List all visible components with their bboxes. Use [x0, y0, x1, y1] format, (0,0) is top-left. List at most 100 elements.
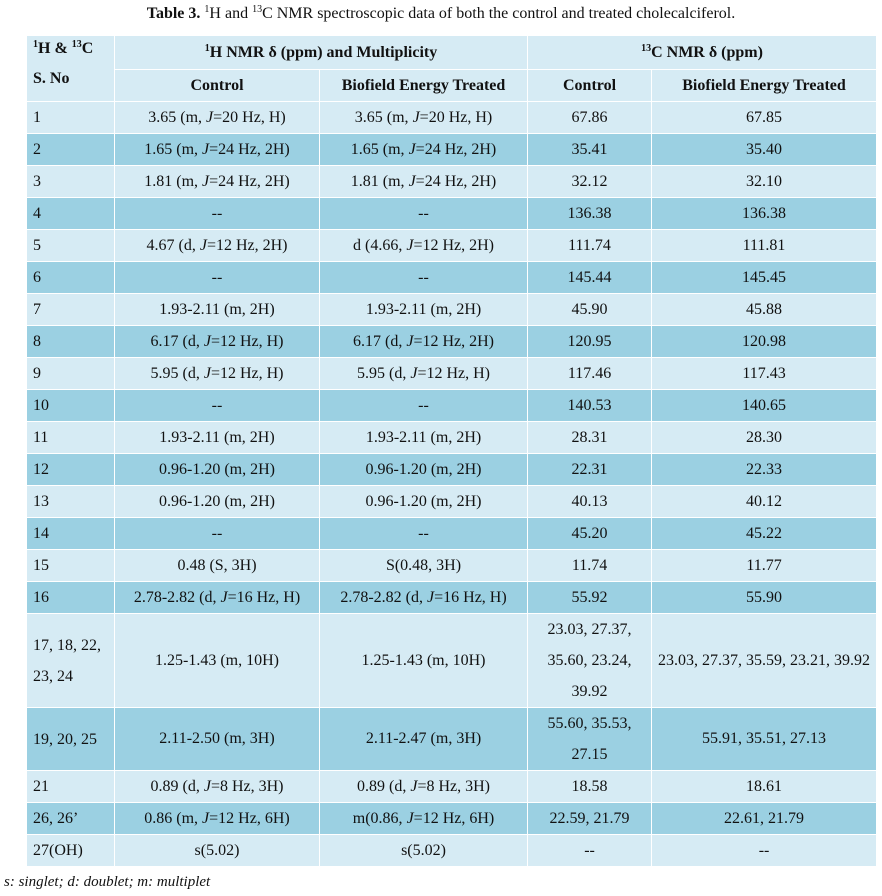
cell-no: 26, 26’	[26, 802, 115, 835]
table-row: 6 -- -- 145.44 145.45	[26, 261, 878, 294]
cell-h-ctrl: 4.67 (d, J=12 Hz, 2H)	[114, 229, 320, 262]
caption-label: Table 3.	[146, 5, 201, 22]
cell-no: 8	[26, 325, 115, 358]
cell-c-trt: 136.38	[651, 197, 878, 230]
table-row: 27(OH) s(5.02) s(5.02) -- --	[26, 834, 878, 867]
cell-c-trt: 28.30	[651, 421, 878, 454]
cell-c-trt: 23.03, 27.37, 35.59, 23.21, 39.92	[651, 613, 878, 708]
cell-no: 16	[26, 581, 115, 614]
cell-c-trt: 22.33	[651, 453, 878, 486]
cell-h-ctrl: 2.78-2.82 (d, J=16 Hz, H)	[114, 581, 320, 614]
cell-c-ctrl: 55.60, 35.53, 27.15	[527, 707, 653, 771]
cell-no: 19, 20, 25	[26, 707, 115, 771]
cell-h-trt: 1.93-2.11 (m, 2H)	[318, 421, 529, 454]
cell-c-trt: 140.65	[651, 389, 878, 422]
cell-h-trt: S(0.48, 3H)	[318, 549, 529, 582]
table-row: 7 1.93-2.11 (m, 2H) 1.93-2.11 (m, 2H) 45.90…	[26, 293, 878, 326]
cell-h-trt: 5.95 (d, J=12 Hz, H)	[318, 357, 529, 390]
cell-h-trt: 2.78-2.82 (d, J=16 Hz, H)	[318, 581, 529, 614]
caption-sup-1: 1	[204, 4, 210, 15]
cell-h-trt: s(5.02)	[318, 834, 529, 867]
cell-c-ctrl: 136.38	[527, 197, 653, 230]
cell-c-trt: 145.45	[651, 261, 878, 294]
sno-header: S. No	[33, 70, 70, 87]
cell-h-ctrl: 0.96-1.20 (m, 2H)	[114, 485, 320, 518]
cell-h-trt: 1.81 (m, J=24 Hz, 2H)	[318, 165, 529, 198]
cell-h-ctrl: 0.86 (m, J=12 Hz, 6H)	[114, 802, 320, 835]
table-row: 1 3.65 (m, J=20 Hz, H) 3.65 (m, J=20 Hz, H…	[26, 101, 878, 134]
cell-no: 12	[26, 453, 115, 486]
caption-text: C NMR spectroscopic data of both the con…	[262, 5, 736, 22]
cell-h-ctrl: 1.93-2.11 (m, 2H)	[114, 293, 320, 326]
cell-no: 11	[26, 421, 115, 454]
cell-c-trt: 40.12	[651, 485, 878, 518]
cell-h-trt: d (4.66, J=12 Hz, 2H)	[318, 229, 529, 262]
cell-h-ctrl: 1.25-1.43 (m, 10H)	[114, 613, 320, 708]
cell-c-trt: 35.40	[651, 133, 878, 166]
subheader-h-control: Control	[114, 69, 320, 102]
table-row: 19, 20, 25 2.11-2.50 (m, 3H) 2.11-2.47 (m,…	[26, 707, 878, 771]
cell-no: 15	[26, 549, 115, 582]
cell-h-trt: 1.65 (m, J=24 Hz, 2H)	[318, 133, 529, 166]
cell-h-ctrl: 1.65 (m, J=24 Hz, 2H)	[114, 133, 320, 166]
cell-c-ctrl: 145.44	[527, 261, 653, 294]
table-row: 16 2.78-2.82 (d, J=16 Hz, H) 2.78-2.82 (d,…	[26, 581, 878, 614]
table-row: 4 -- -- 136.38 136.38	[26, 197, 878, 230]
cell-c-ctrl: 35.41	[527, 133, 653, 166]
cell-h-trt: m(0.86, J=12 Hz, 6H)	[318, 802, 529, 835]
cell-h-ctrl: 2.11-2.50 (m, 3H)	[114, 707, 320, 771]
table-row: 15 0.48 (S, 3H) S(0.48, 3H) 11.74 11.77	[26, 549, 878, 582]
cell-no: 5	[26, 229, 115, 262]
cell-h-ctrl: 1.81 (m, J=24 Hz, 2H)	[114, 165, 320, 198]
cell-c-ctrl: 45.20	[527, 517, 653, 550]
cell-c-ctrl: 22.31	[527, 453, 653, 486]
table-row: 8 6.17 (d, J=12 Hz, H) 6.17 (d, J=12 Hz, 2…	[26, 325, 878, 358]
cell-no: 17, 18, 22, 23, 24	[26, 613, 115, 708]
cell-h-trt: 1.25-1.43 (m, 10H)	[318, 613, 529, 708]
cell-no: 14	[26, 517, 115, 550]
cell-h-ctrl: --	[114, 261, 320, 294]
cell-c-trt: 111.81	[651, 229, 878, 262]
cell-no: 10	[26, 389, 115, 422]
table-row: 3 1.81 (m, J=24 Hz, 2H) 1.81 (m, J=24 Hz, …	[26, 165, 878, 198]
cell-c-ctrl: 111.74	[527, 229, 653, 262]
subheader-c-treated: Biofield Energy Treated	[651, 69, 878, 102]
cell-h-ctrl: s(5.02)	[114, 834, 320, 867]
cell-c-trt: --	[651, 834, 878, 867]
table-row: 12 0.96-1.20 (m, 2H) 0.96-1.20 (m, 2H) 22.3…	[26, 453, 878, 486]
cell-c-ctrl: 32.12	[527, 165, 653, 198]
cell-no: 21	[26, 770, 115, 803]
cell-no: 6	[26, 261, 115, 294]
cell-h-ctrl: 6.17 (d, J=12 Hz, H)	[114, 325, 320, 358]
cell-h-trt: --	[318, 261, 529, 294]
caption-sup-13: 13	[252, 4, 263, 15]
table-row: 10 -- -- 140.53 140.65	[26, 389, 878, 422]
cell-c-trt: 45.22	[651, 517, 878, 550]
cell-c-ctrl: 23.03, 27.37, 35.60, 23.24, 39.92	[527, 613, 653, 708]
cell-c-trt: 11.77	[651, 549, 878, 582]
cell-h-ctrl: 0.96-1.20 (m, 2H)	[114, 453, 320, 486]
cell-h-ctrl: 1.93-2.11 (m, 2H)	[114, 421, 320, 454]
table-row: 26, 26’ 0.86 (m, J=12 Hz, 6H) m(0.86, J=12…	[26, 802, 878, 835]
table-row: 2 1.65 (m, J=24 Hz, 2H) 1.65 (m, J=24 Hz, …	[26, 133, 878, 166]
cell-no: 2	[26, 133, 115, 166]
cell-c-ctrl: 67.86	[527, 101, 653, 134]
cell-no: 13	[26, 485, 115, 518]
table-row: 13 0.96-1.20 (m, 2H) 0.96-1.20 (m, 2H) 40.1…	[26, 485, 878, 518]
cell-c-ctrl: 120.95	[527, 325, 653, 358]
cell-c-trt: 18.61	[651, 770, 878, 803]
cell-c-trt: 22.61, 21.79	[651, 802, 878, 835]
cell-h-trt: 2.11-2.47 (m, 3H)	[318, 707, 529, 771]
cell-c-ctrl: 45.90	[527, 293, 653, 326]
caption-mid: H and	[209, 5, 253, 22]
cell-h-trt: --	[318, 197, 529, 230]
cell-c-trt: 120.98	[651, 325, 878, 358]
table-row: 17, 18, 22, 23, 24 1.25-1.43 (m, 10H) 1.25…	[26, 613, 878, 708]
cell-h-ctrl: 0.48 (S, 3H)	[114, 549, 320, 582]
cell-h-ctrl: --	[114, 389, 320, 422]
cell-c-trt: 67.85	[651, 101, 878, 134]
c-nmr-group-header: 13C NMR δ (ppm)	[527, 35, 878, 70]
table-row: 5 4.67 (d, J=12 Hz, 2H) d (4.66, J=12 Hz, …	[26, 229, 878, 262]
table-caption: Table 3. 1H and 13C NMR spectroscopic da…	[0, 0, 882, 30]
cell-no: 27(OH)	[26, 834, 115, 867]
